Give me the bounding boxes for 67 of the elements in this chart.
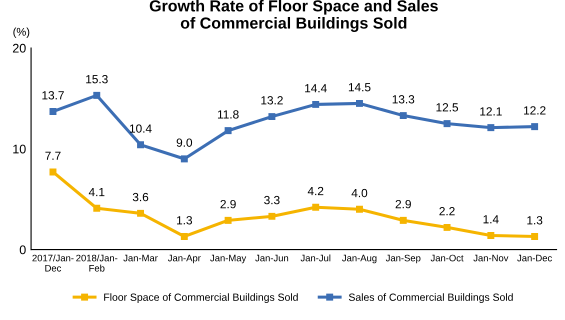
data-label: 9.0 [176, 138, 192, 147]
y-tick-label: 0 [20, 245, 26, 254]
point [400, 112, 407, 120]
data-label: 2.9 [396, 200, 411, 208]
x-tick-label: Jan-Apr [168, 254, 201, 264]
point [137, 210, 144, 217]
data-label: 13.7 [42, 91, 64, 100]
point [224, 216, 232, 224]
point [356, 100, 363, 107]
data-label: 2.2 [439, 207, 455, 216]
data-label: 14.5 [348, 83, 370, 92]
point [312, 100, 320, 108]
data-label: 4.1 [88, 188, 104, 196]
data-label: 12.1 [480, 107, 502, 116]
point [49, 108, 56, 115]
data-label: 4.2 [308, 186, 324, 196]
point [268, 113, 276, 120]
legend-label: Floor Space of Commercial Buildings Sold [104, 293, 298, 303]
point [224, 127, 232, 134]
point [180, 233, 188, 240]
x-tick-label: 2017/Jan- Dec [32, 254, 74, 272]
data-label: 12.2 [524, 106, 546, 114]
point [268, 212, 276, 220]
data-label: 3.6 [132, 192, 148, 202]
point [444, 120, 451, 128]
point [531, 233, 538, 240]
data-label: 12.5 [436, 103, 458, 112]
data-label: 1.4 [484, 215, 499, 224]
point [137, 141, 144, 148]
chart-title: Growth Rate of Floor Space and Sales of Commercial Buildings Sold [150, 0, 438, 32]
data-label: 2.9 [220, 200, 236, 208]
x-tick-label: Jan-Nov [473, 254, 508, 262]
data-label: 14.4 [305, 84, 327, 92]
point [531, 123, 538, 130]
data-label: 1.3 [177, 216, 192, 224]
x-tick-label: Jan-May [210, 254, 246, 264]
x-tick-label: Jan-Aug [342, 254, 376, 264]
x-tick-label: Jan-Jun [255, 254, 288, 262]
y-tick-label: 10 [13, 144, 26, 154]
data-label: 15.3 [86, 74, 108, 84]
point [487, 232, 494, 239]
data-label: 4.0 [352, 188, 368, 198]
point [93, 92, 100, 99]
x-tick-label: Jan-Oct [430, 254, 464, 262]
x-tick-label: Jan-Jul [300, 254, 330, 262]
data-label: 13.2 [261, 96, 283, 104]
x-tick-label: Jan-Mar [123, 254, 158, 262]
data-label: 10.4 [130, 124, 152, 133]
data-label: 7.7 [45, 152, 61, 160]
point [49, 168, 56, 176]
point [444, 224, 451, 231]
x-tick-label: 2018/Jan- Feb [76, 254, 118, 272]
y-axis-title: (%) [13, 28, 30, 38]
point [312, 204, 320, 211]
point [93, 204, 100, 212]
point [356, 206, 363, 213]
data-label: 3.3 [264, 196, 280, 204]
y-tick-label: 20 [12, 44, 26, 53]
x-tick-label: Jan-Dec [517, 254, 552, 262]
x-tick-label: Jan-Sep [386, 254, 420, 264]
point [180, 155, 188, 162]
legend-label: Sales of Commercial Buildings Sold [348, 293, 513, 303]
point [487, 124, 494, 132]
point [400, 216, 407, 224]
data-label: 13.3 [392, 95, 414, 104]
data-label: 11.8 [218, 110, 239, 119]
data-label: 1.3 [527, 216, 542, 224]
